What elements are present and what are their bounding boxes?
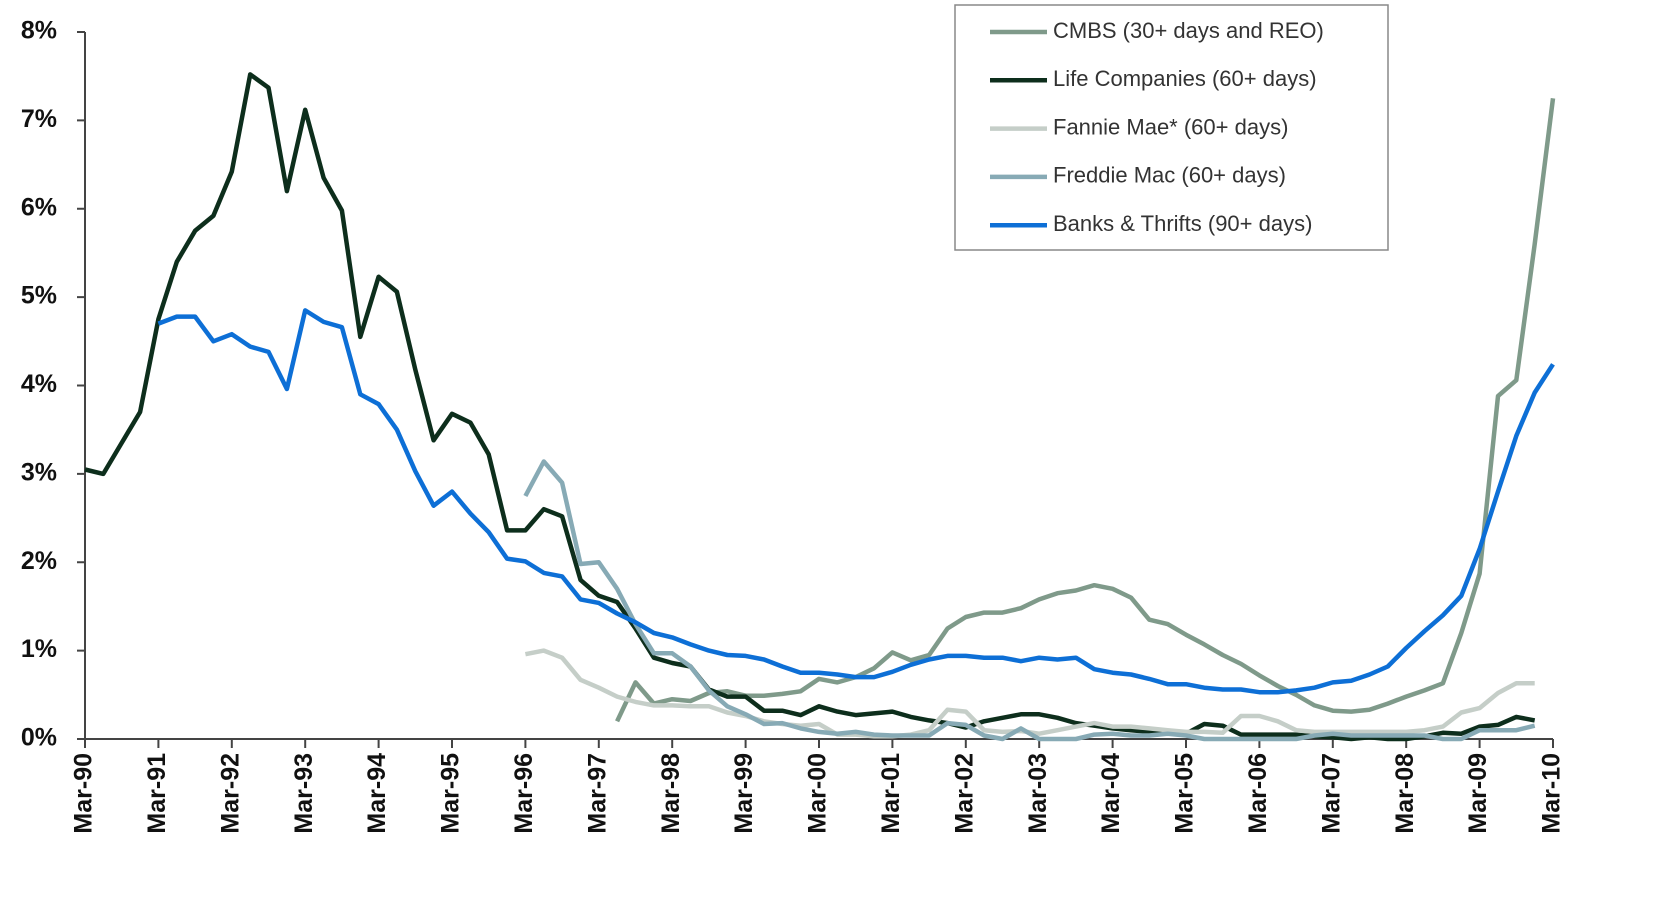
x-tick-label: Mar-97 [583,753,611,834]
y-tick-label: 7% [21,105,57,133]
x-tick-label: Mar-09 [1464,753,1492,834]
y-tick-label: 6% [21,193,57,221]
x-tick-label: Mar-99 [730,753,758,834]
legend-label: Freddie Mac (60+ days) [1053,163,1286,188]
x-tick-label: Mar-01 [877,753,905,834]
y-tick-label: 0% [21,724,57,752]
x-tick-label: Mar-04 [1097,753,1125,834]
x-tick-label: Mar-03 [1024,753,1052,834]
x-tick-label: Mar-07 [1317,753,1345,834]
y-tick-label: 5% [21,282,57,310]
x-tick-label: Mar-08 [1391,753,1419,834]
x-tick-label: Mar-05 [1171,753,1199,834]
x-tick-label: Mar-10 [1538,753,1566,834]
x-tick-label: Mar-92 [216,753,244,834]
y-tick-label: 4% [21,370,57,398]
x-tick-label: Mar-94 [363,753,391,834]
x-tick-label: Mar-93 [290,753,318,834]
legend-label: Banks & Thrifts (90+ days) [1053,211,1312,236]
y-tick-label: 2% [21,547,57,575]
x-tick-label: Mar-02 [950,753,978,834]
x-tick-label: Mar-95 [437,753,465,834]
legend-label: Life Companies (60+ days) [1053,66,1317,91]
legend-label: Fannie Mae* (60+ days) [1053,114,1288,139]
y-tick-label: 3% [21,458,57,486]
series-line [84,72,1536,742]
x-tick-label: Mar-00 [804,753,832,834]
x-tick-label: Mar-90 [70,753,98,834]
x-tick-label: Mar-06 [1244,753,1272,834]
x-tick-label: Mar-96 [510,753,538,834]
x-tick-label: Mar-91 [143,753,171,834]
series-line [523,459,1536,742]
series-line [157,308,1555,695]
legend-label: CMBS (30+ days and REO) [1053,18,1324,43]
x-tick-label: Mar-98 [657,753,685,834]
y-tick-label: 8% [21,17,57,45]
series-line [615,98,1556,723]
y-tick-label: 1% [21,635,57,663]
